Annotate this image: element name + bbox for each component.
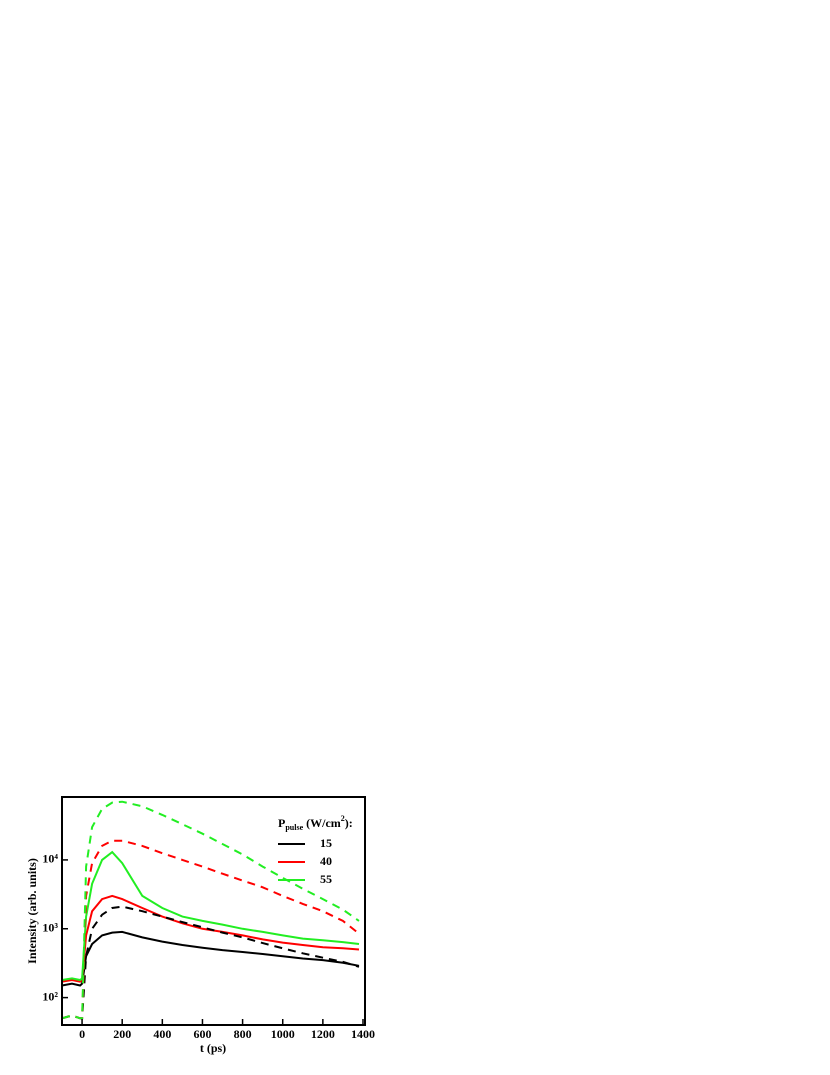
x-tick-label: 600 [193, 1027, 211, 1041]
x-tick-label: 200 [113, 1027, 131, 1041]
legend-label: 40 [320, 854, 332, 868]
legend-title-part: 2 [341, 814, 345, 823]
data-line [61, 850, 360, 982]
x-tick-label: 800 [234, 1027, 252, 1041]
legend-title-part: ): [345, 816, 353, 830]
legend-title-part: (W/cm [303, 816, 341, 830]
legend-label: 15 [320, 836, 332, 850]
y-axis-label: Intensity (arb. units) [25, 858, 39, 964]
x-tick-label: 0 [79, 1027, 85, 1041]
legend-title-part: pulse [285, 823, 303, 832]
legend-title: Ppulse (W/cm2): [278, 814, 353, 832]
legend-label: 55 [320, 872, 332, 886]
plot-frame [61, 796, 366, 1026]
y-tick-label: 10³ [42, 921, 58, 935]
x-tick-label: 1200 [311, 1027, 335, 1041]
y-tick-label: 10⁴ [42, 852, 58, 866]
x-axis-label: t (ps) [200, 1041, 226, 1055]
x-tick-label: 1000 [271, 1027, 295, 1041]
x-tick-label: 1400 [351, 1027, 375, 1041]
x-tick-label: 400 [153, 1027, 171, 1041]
y-tick-label: 10² [42, 989, 58, 1003]
data-line [61, 800, 360, 1020]
legend-title-part: P [278, 816, 285, 830]
